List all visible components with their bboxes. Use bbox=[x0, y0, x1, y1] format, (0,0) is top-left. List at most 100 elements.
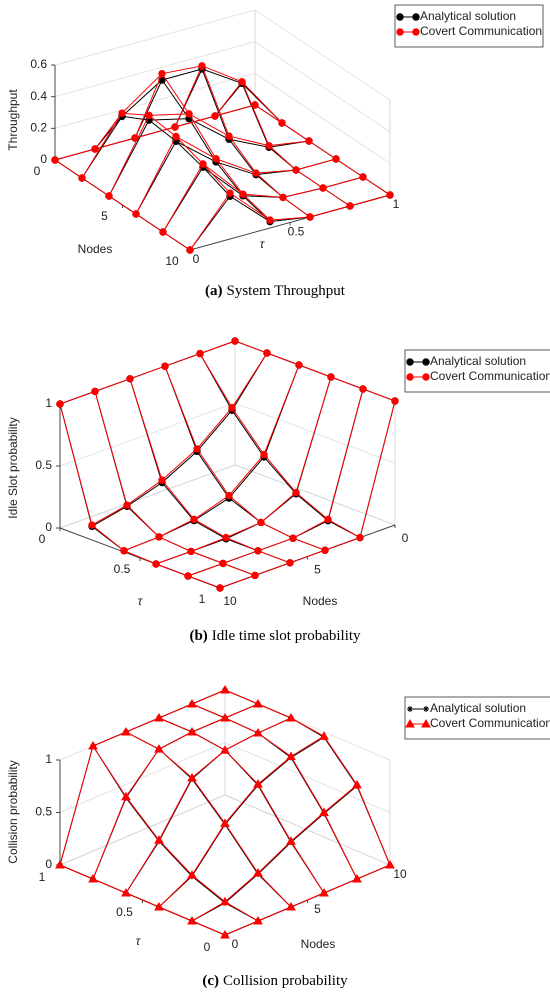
mesh-line bbox=[92, 745, 259, 922]
marker bbox=[231, 337, 239, 345]
marker bbox=[228, 404, 236, 412]
x-tick-label: 0.5 bbox=[114, 562, 131, 576]
marker bbox=[286, 559, 294, 567]
mesh-line bbox=[54, 159, 191, 251]
caption-label: (b) bbox=[189, 628, 207, 644]
y-tick-label: 0 bbox=[402, 531, 409, 545]
marker bbox=[251, 101, 259, 109]
y-axis-label: Nodes bbox=[303, 594, 338, 608]
mesh-line bbox=[135, 135, 337, 215]
legend-box bbox=[394, 4, 544, 48]
marker bbox=[286, 751, 296, 760]
marker bbox=[152, 560, 160, 568]
mesh-line bbox=[125, 731, 292, 908]
marker bbox=[422, 373, 430, 381]
mesh-line bbox=[81, 65, 283, 179]
mesh-line bbox=[134, 72, 271, 221]
marker bbox=[286, 836, 296, 845]
marker bbox=[356, 533, 364, 542]
legend-label: Covert Communication bbox=[430, 369, 550, 383]
caption-text: Idle time slot probability bbox=[212, 628, 361, 644]
x-tick-label: 1 bbox=[39, 870, 46, 884]
marker bbox=[239, 190, 247, 198]
marker bbox=[121, 887, 131, 897]
mesh-line bbox=[224, 864, 391, 936]
mesh-line bbox=[81, 68, 283, 179]
marker bbox=[421, 718, 431, 728]
marker bbox=[289, 534, 297, 542]
marker bbox=[319, 887, 329, 897]
marker bbox=[220, 684, 230, 694]
marker bbox=[91, 145, 99, 153]
marker bbox=[332, 155, 340, 163]
marker bbox=[88, 740, 98, 750]
marker bbox=[184, 572, 192, 580]
z-axis-label: Idle Slot probability bbox=[6, 417, 20, 518]
mesh-line bbox=[134, 79, 271, 223]
mesh-line bbox=[191, 703, 358, 880]
mesh-line bbox=[108, 118, 310, 197]
grid-line bbox=[59, 794, 391, 866]
mesh-line bbox=[123, 364, 300, 552]
marker bbox=[187, 915, 197, 925]
z-tick-label: 0 bbox=[40, 152, 47, 166]
mesh-line bbox=[59, 864, 226, 936]
mesh-line bbox=[94, 112, 231, 194]
mesh-line bbox=[234, 340, 396, 402]
marker bbox=[405, 718, 415, 728]
y-tick-label: 5 bbox=[314, 902, 321, 916]
marker bbox=[306, 213, 314, 221]
marker bbox=[187, 870, 197, 879]
mesh-line bbox=[158, 735, 325, 908]
legend-label: Analytical solution bbox=[430, 354, 526, 368]
marker bbox=[292, 166, 300, 174]
marker bbox=[423, 706, 429, 712]
mesh-line bbox=[158, 717, 325, 894]
marker bbox=[321, 546, 329, 554]
marker bbox=[407, 706, 413, 712]
y-tick-label: 5 bbox=[314, 563, 321, 577]
marker bbox=[396, 28, 404, 36]
marker bbox=[359, 385, 367, 393]
x-tick-label: 0 bbox=[193, 252, 200, 266]
marker bbox=[211, 112, 219, 120]
marker bbox=[346, 202, 354, 210]
marker bbox=[172, 132, 180, 141]
marker bbox=[252, 169, 260, 177]
marker bbox=[199, 160, 207, 168]
marker bbox=[51, 156, 59, 164]
marker bbox=[263, 349, 271, 357]
marker bbox=[121, 726, 131, 736]
mesh-line bbox=[162, 163, 364, 233]
y-tick-label: 10 bbox=[223, 594, 237, 608]
mesh-line bbox=[54, 104, 256, 161]
marker bbox=[154, 835, 164, 844]
marker bbox=[266, 216, 274, 224]
mesh-line bbox=[155, 376, 332, 565]
marker bbox=[265, 141, 273, 150]
marker bbox=[91, 387, 99, 396]
marker bbox=[257, 518, 265, 527]
marker bbox=[158, 69, 166, 78]
marker bbox=[154, 712, 164, 722]
marker bbox=[253, 915, 263, 925]
y-tick-label: 10 bbox=[393, 867, 407, 881]
z-axis-label: Throughput bbox=[6, 89, 20, 151]
mesh-line bbox=[94, 391, 256, 576]
mesh-line bbox=[164, 366, 326, 551]
legend-box bbox=[404, 696, 550, 740]
mesh-line bbox=[91, 352, 268, 526]
legend-label: Analytical solution bbox=[430, 701, 526, 715]
caption-text: Collision probability bbox=[223, 973, 348, 989]
marker bbox=[286, 712, 296, 722]
marker bbox=[186, 246, 194, 254]
mesh-line bbox=[59, 340, 236, 405]
box-edge bbox=[59, 464, 236, 529]
marker bbox=[319, 807, 329, 816]
x-axis-label: τ bbox=[138, 594, 144, 608]
marker bbox=[226, 189, 234, 197]
marker bbox=[212, 155, 220, 163]
x-tick-label: 1 bbox=[199, 592, 206, 606]
mesh-line bbox=[199, 353, 361, 539]
marker bbox=[56, 400, 64, 408]
